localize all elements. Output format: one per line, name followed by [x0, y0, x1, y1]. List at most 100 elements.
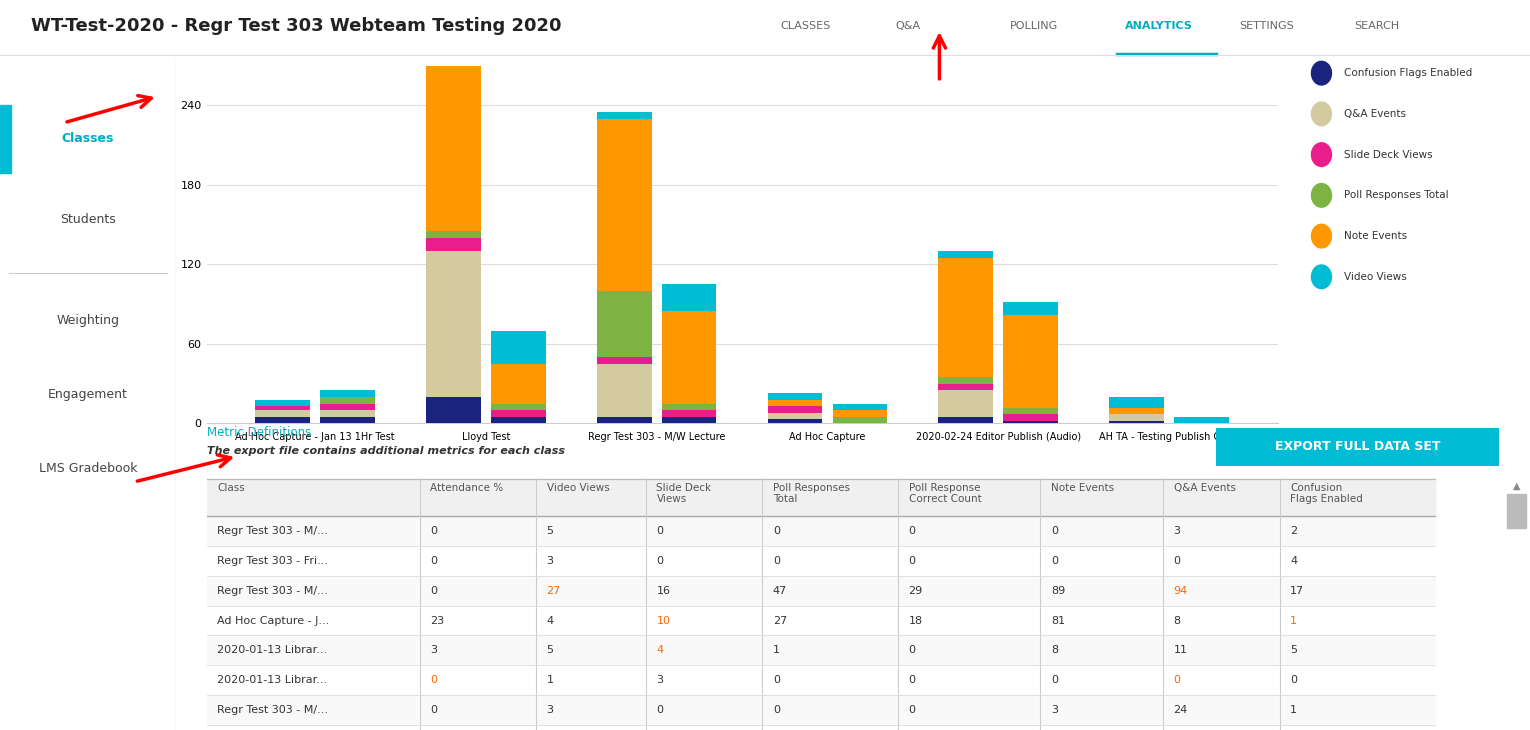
Text: 4: 4	[656, 645, 664, 656]
Text: Attendance %: Attendance %	[430, 483, 503, 493]
Text: Classes: Classes	[61, 132, 115, 145]
Text: 3: 3	[546, 556, 554, 566]
Bar	[597, 291, 652, 357]
Bar	[768, 420, 822, 423]
Bar	[938, 384, 993, 391]
Bar	[938, 391, 993, 417]
Text: Confusion
Flags Enabled: Confusion Flags Enabled	[1290, 483, 1363, 504]
Text: Q&A Events: Q&A Events	[1174, 483, 1236, 493]
Text: 1: 1	[1290, 615, 1297, 626]
Text: 8: 8	[1051, 645, 1057, 656]
Text: 0: 0	[909, 556, 915, 566]
Bar	[320, 391, 375, 397]
Circle shape	[1311, 102, 1331, 126]
Text: 0: 0	[1290, 675, 1297, 685]
Text: 11: 11	[1174, 645, 1187, 656]
Bar	[938, 417, 993, 423]
Bar	[1109, 414, 1164, 420]
Text: 89: 89	[1051, 585, 1065, 596]
Text: Weighting: Weighting	[57, 314, 119, 327]
Text: 81: 81	[1051, 615, 1065, 626]
Text: The export file contains additional metrics for each class: The export file contains additional metr…	[207, 446, 565, 456]
Text: 0: 0	[430, 705, 438, 715]
Bar	[425, 238, 480, 251]
Circle shape	[1311, 143, 1331, 166]
Bar	[597, 364, 652, 417]
Bar	[491, 417, 546, 423]
Text: SETTINGS: SETTINGS	[1239, 21, 1294, 31]
Bar	[597, 119, 652, 291]
Bar	[207, 606, 1435, 635]
Text: Video Views: Video Views	[1343, 272, 1406, 282]
Text: 5: 5	[546, 645, 554, 656]
Text: 2020-01-13 Librar...: 2020-01-13 Librar...	[217, 645, 327, 656]
Bar	[425, 251, 480, 397]
Text: 16: 16	[656, 585, 670, 596]
Text: 0: 0	[1051, 556, 1057, 566]
Text: 0: 0	[430, 675, 438, 685]
Text: 2: 2	[1290, 526, 1297, 536]
Text: Slide Deck Views: Slide Deck Views	[1343, 150, 1432, 160]
Bar	[207, 695, 1435, 725]
Text: 0: 0	[773, 705, 780, 715]
Bar	[938, 377, 993, 384]
Text: CLASSES: CLASSES	[780, 21, 831, 31]
Text: 0: 0	[909, 675, 915, 685]
Text: 1: 1	[773, 645, 780, 656]
Text: POLLING: POLLING	[1010, 21, 1059, 31]
Text: 3: 3	[546, 705, 554, 715]
Text: 0: 0	[909, 705, 915, 715]
Text: 18: 18	[909, 615, 923, 626]
Text: Poll Response
Correct Count: Poll Response Correct Count	[909, 483, 981, 504]
Bar	[207, 576, 1435, 606]
Text: Engagement: Engagement	[47, 388, 129, 401]
Text: SEARCH: SEARCH	[1354, 21, 1398, 31]
Text: Note Events: Note Events	[1051, 483, 1114, 493]
Text: 29: 29	[909, 585, 923, 596]
Bar	[256, 410, 311, 417]
Bar	[832, 410, 887, 417]
Bar	[425, 397, 480, 423]
Bar	[768, 399, 822, 406]
Text: 0: 0	[656, 556, 664, 566]
Bar	[491, 410, 546, 417]
Text: Class: Class	[217, 483, 245, 493]
Text: 0: 0	[1051, 526, 1057, 536]
Text: 1: 1	[1290, 705, 1297, 715]
Bar	[0, 105, 11, 172]
Text: 0: 0	[656, 705, 664, 715]
Bar	[207, 479, 1435, 516]
Bar	[256, 399, 311, 406]
Bar	[320, 397, 375, 404]
Bar	[425, 59, 480, 231]
Bar	[1004, 315, 1059, 407]
Bar	[768, 412, 822, 420]
Bar	[491, 404, 546, 410]
Bar	[207, 635, 1435, 665]
Text: 5: 5	[1290, 645, 1297, 656]
Bar	[662, 284, 716, 311]
Bar	[491, 364, 546, 404]
Text: 0: 0	[773, 675, 780, 685]
Bar	[1004, 420, 1059, 423]
Bar	[491, 331, 546, 364]
Bar	[207, 665, 1435, 695]
Text: ANALYTICS: ANALYTICS	[1125, 21, 1192, 31]
Text: 8: 8	[1174, 615, 1181, 626]
Bar	[938, 251, 993, 258]
Bar	[662, 417, 716, 423]
Text: LMS Gradebook: LMS Gradebook	[38, 461, 138, 474]
Text: 47: 47	[773, 585, 786, 596]
Text: 3: 3	[1051, 705, 1057, 715]
Text: WT-Test-2020 - Regr Test 303 Webteam Testing 2020: WT-Test-2020 - Regr Test 303 Webteam Tes…	[31, 18, 562, 35]
Text: Q&A: Q&A	[895, 21, 920, 31]
Bar	[1109, 397, 1164, 407]
Bar	[425, 231, 480, 238]
Text: 10: 10	[656, 615, 670, 626]
Text: EXPORT FULL DATA SET: EXPORT FULL DATA SET	[1274, 440, 1441, 453]
Bar	[320, 404, 375, 410]
Text: Slide Deck
Views: Slide Deck Views	[656, 483, 711, 504]
Text: 0: 0	[430, 526, 438, 536]
Bar	[1109, 407, 1164, 414]
Text: Note Events: Note Events	[1343, 231, 1406, 241]
